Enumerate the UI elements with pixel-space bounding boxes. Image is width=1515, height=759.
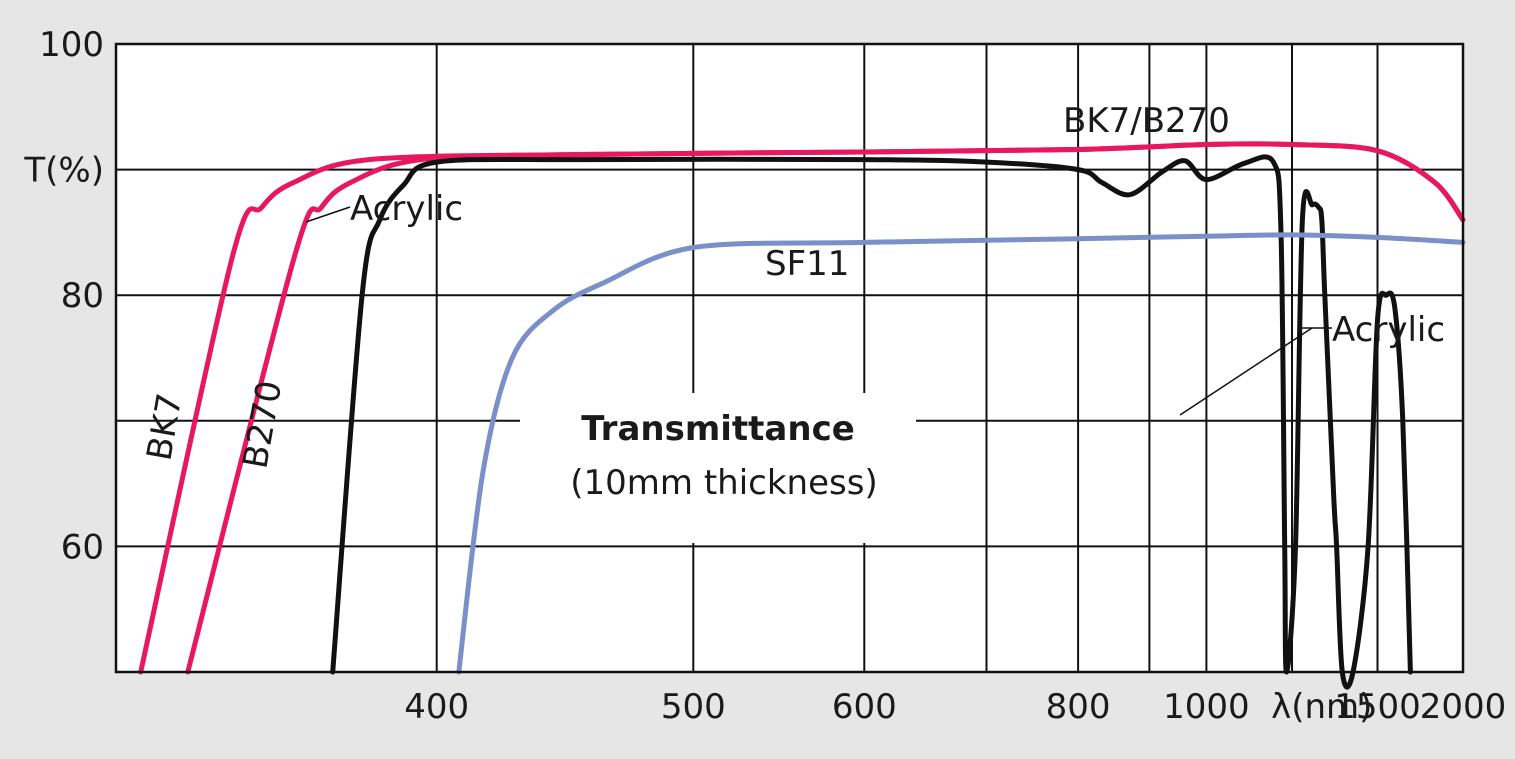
x-tick-label: 1000 <box>1163 687 1250 727</box>
y-tick-label: 60 <box>61 527 104 567</box>
title-box <box>520 393 916 543</box>
acrylic-leader-line <box>305 206 351 223</box>
series-layer <box>138 141 1466 690</box>
series-sf11-line <box>456 232 1466 675</box>
annotation-acrylic-left: Acrylic <box>350 189 463 229</box>
chart-subtitle: (10mm thickness) <box>570 463 877 503</box>
plot-frame <box>114 42 1465 674</box>
x-tick-label: 1500 <box>1334 687 1421 727</box>
x-tick-label: 800 <box>1046 687 1111 727</box>
y-tick-label: 100 <box>39 25 104 65</box>
x-tick-label: 2000 <box>1420 687 1507 727</box>
series-acrylic-line <box>330 154 1413 690</box>
x-tick-label: 600 <box>832 687 897 727</box>
annotation-sf11: SF11 <box>765 244 849 284</box>
acrylic-leader-line-right-b <box>1179 327 1313 416</box>
annotation-bk7-b270: BK7/B270 <box>1063 101 1230 141</box>
x-tick-label: 500 <box>661 687 726 727</box>
annotation-acrylic-right: Acrylic <box>1332 310 1445 350</box>
series-b270-line <box>185 141 1466 675</box>
x-axis-label: λ(nm) <box>1271 687 1372 727</box>
leader-lines <box>305 206 1332 416</box>
chart-title: Transmittance <box>581 409 855 449</box>
y-axis-label: T(%) <box>23 151 104 191</box>
plot-area <box>116 44 1463 672</box>
x-tick-label: 400 <box>404 687 469 727</box>
y-tick-label: 80 <box>61 276 104 316</box>
